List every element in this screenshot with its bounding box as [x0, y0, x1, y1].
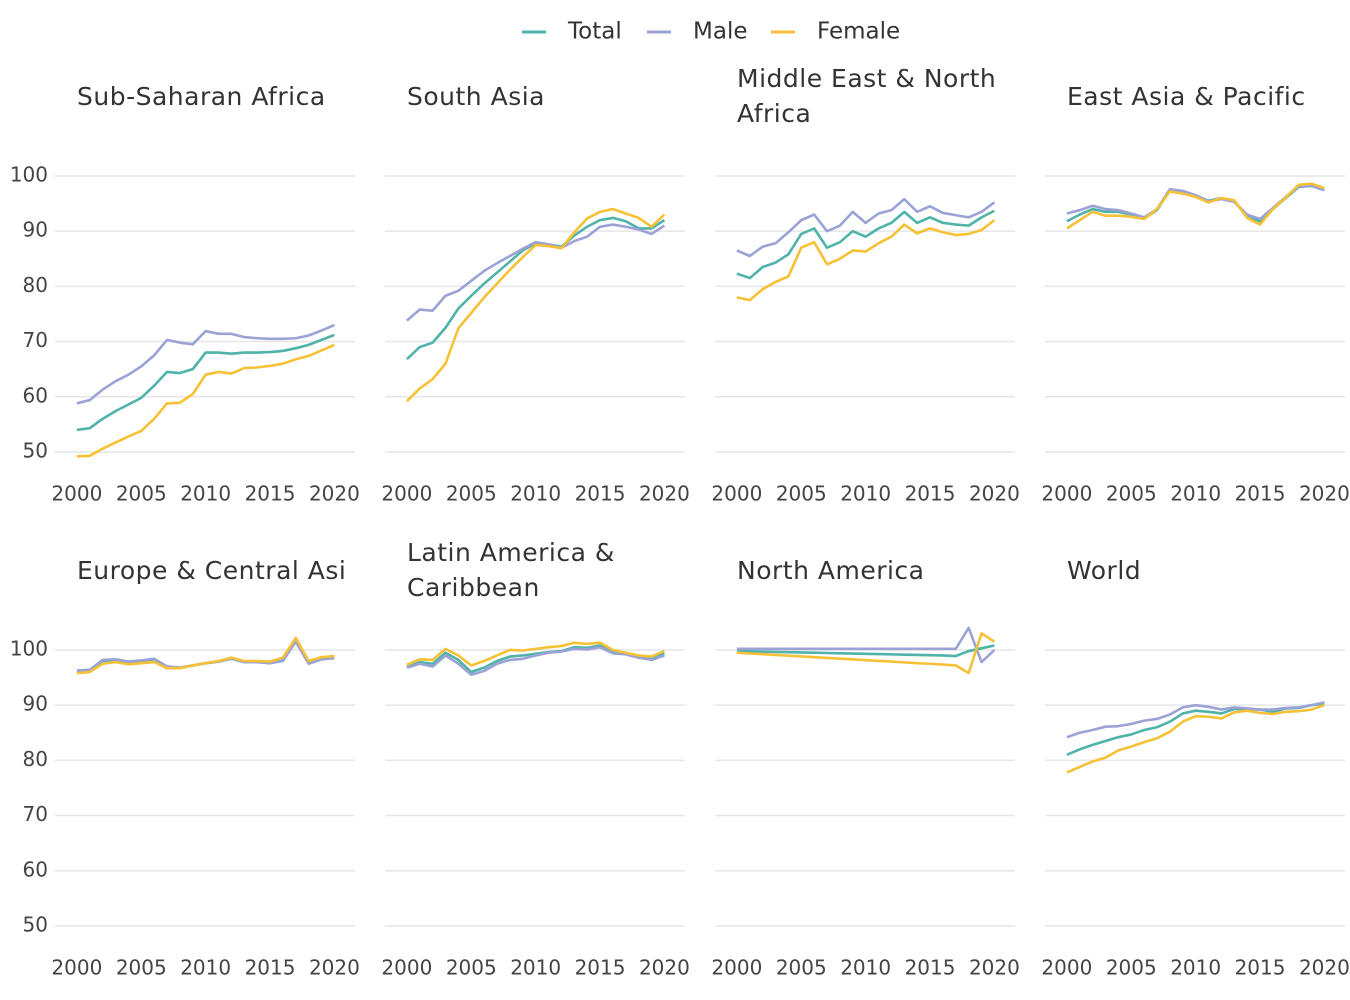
x-tick-label: 2020: [639, 482, 690, 506]
y-tick-label: 70: [23, 802, 48, 826]
x-tick-label: 2020: [1299, 482, 1350, 506]
x-tick-label: 2015: [575, 956, 626, 980]
series-line: [1066, 182, 1325, 230]
y-tick-label: 80: [23, 273, 48, 297]
series-line: [1066, 701, 1325, 739]
x-tick-label: 2020: [969, 482, 1020, 506]
x-tick-label: 2020: [1299, 956, 1350, 980]
x-tick-label: 2000: [711, 482, 762, 506]
y-tick-label: 60: [23, 857, 48, 881]
series-line: [736, 626, 996, 664]
series-line: [405, 216, 666, 361]
y-tick-label: 90: [23, 692, 48, 716]
panel-title: Sub-Saharan Africa: [77, 81, 326, 111]
panel-title: Europe & Central Asi: [77, 555, 347, 585]
x-tick-label: 2015: [1235, 956, 1286, 980]
series-line: [1066, 703, 1325, 774]
series-line: [76, 323, 335, 405]
x-tick-label: 2000: [381, 482, 432, 506]
panel-title: East Asia & Pacific: [1067, 81, 1306, 111]
series-line: [76, 638, 335, 673]
series-line: [1066, 184, 1325, 221]
x-tick-label: 2005: [116, 956, 167, 980]
x-tick-label: 2005: [1106, 956, 1157, 980]
y-tick-label: 60: [23, 383, 48, 407]
x-tick-label: 2015: [1235, 482, 1286, 506]
series-line: [405, 207, 666, 403]
x-tick-label: 2005: [776, 482, 827, 506]
x-tick-label: 2020: [309, 956, 360, 980]
panel-title: World: [1067, 555, 1142, 585]
y-tick-label: 100: [10, 636, 48, 660]
series-line: [76, 636, 335, 675]
series-line: [406, 641, 665, 667]
x-tick-label: 2010: [1170, 956, 1221, 980]
x-tick-label: 2020: [309, 482, 360, 506]
series-line: [736, 209, 995, 280]
panel-title: South Asia: [407, 81, 545, 111]
x-tick-label: 2005: [116, 482, 167, 506]
x-tick-label: 2010: [180, 956, 231, 980]
panel-title: Middle East & North Africa: [737, 64, 997, 128]
x-tick-label: 2015: [245, 956, 296, 980]
x-tick-label: 2000: [381, 956, 432, 980]
series-line: [736, 219, 996, 302]
x-tick-label: 2000: [1041, 482, 1092, 506]
x-tick-label: 2010: [180, 482, 231, 506]
x-tick-label: 2015: [575, 482, 626, 506]
y-tick-label: 50: [23, 912, 48, 936]
series-line: [736, 632, 996, 675]
x-tick-label: 2005: [776, 956, 827, 980]
x-tick-label: 2015: [905, 482, 956, 506]
legend-label: Total: [567, 19, 622, 45]
series-line: [76, 343, 335, 458]
x-tick-label: 2020: [969, 956, 1020, 980]
y-tick-label: 90: [23, 218, 48, 242]
series-line: [406, 223, 666, 322]
x-tick-label: 2010: [840, 956, 891, 980]
y-tick-label: 80: [23, 747, 48, 771]
x-tick-label: 2015: [245, 482, 296, 506]
x-tick-label: 2010: [510, 956, 561, 980]
x-tick-label: 2000: [711, 956, 762, 980]
series-line: [736, 197, 996, 258]
series-line: [76, 333, 335, 432]
series-line: [406, 645, 665, 677]
x-tick-label: 2005: [446, 482, 497, 506]
y-tick-label: 70: [23, 328, 48, 352]
y-tick-label: 50: [23, 438, 48, 462]
panel-title: North America: [737, 555, 925, 585]
x-tick-label: 2010: [840, 482, 891, 506]
x-tick-label: 2020: [639, 956, 690, 980]
x-tick-label: 2015: [905, 956, 956, 980]
series-line: [76, 640, 335, 672]
panel-title: Latin America & Caribbean: [407, 538, 615, 602]
x-tick-label: 2000: [51, 482, 102, 506]
legend-label: Male: [693, 19, 747, 45]
series-line: [736, 644, 995, 658]
x-tick-label: 2010: [510, 482, 561, 506]
x-tick-label: 2005: [446, 956, 497, 980]
y-tick-label: 100: [10, 162, 48, 186]
x-tick-label: 2010: [1170, 482, 1221, 506]
legend-label: Female: [817, 19, 900, 45]
x-tick-label: 2000: [1041, 956, 1092, 980]
x-tick-label: 2000: [51, 956, 102, 980]
x-tick-label: 2005: [1106, 482, 1157, 506]
